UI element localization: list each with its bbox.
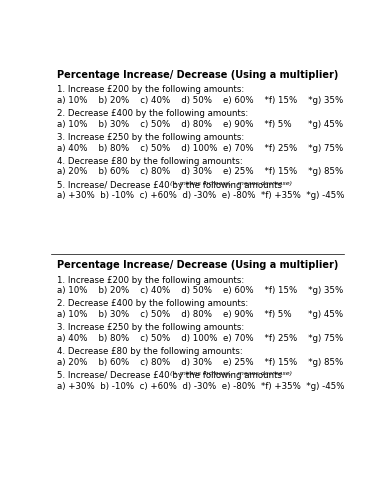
Text: 5. Increase/ Decrease £40 by the following amounts: 5. Increase/ Decrease £40 by the followi… (57, 180, 282, 190)
Text: 3. Increase £250 by the following amounts:: 3. Increase £250 by the following amount… (57, 324, 244, 332)
Text: Percentage Increase/ Decrease (Using a multiplier): Percentage Increase/ Decrease (Using a m… (57, 70, 339, 80)
Text: a) 20%    b) 60%    c) 80%    d) 30%    e) 25%    *f) 15%    *g) 85%: a) 20% b) 60% c) 80% d) 30% e) 25% *f) 1… (57, 358, 344, 367)
Text: a) 10%    b) 30%    c) 50%    d) 80%    e) 90%    *f) 5%      *g) 45%: a) 10% b) 30% c) 50% d) 80% e) 90% *f) 5… (57, 120, 344, 128)
Text: a) +30%  b) -10%  c) +60%  d) -30%  e) -80%  *f) +35%  *g) -45%: a) +30% b) -10% c) +60% d) -30% e) -80% … (57, 192, 345, 200)
Text: a) 20%    b) 60%    c) 80%    d) 30%    e) 25%    *f) 15%    *g) 85%: a) 20% b) 60% c) 80% d) 30% e) 25% *f) 1… (57, 168, 344, 176)
Text: a) +30%  b) -10%  c) +60%  d) -30%  e) -80%  *f) +35%  *g) -45%: a) +30% b) -10% c) +60% d) -30% e) -80% … (57, 382, 345, 391)
Text: 1. Increase £200 by the following amounts:: 1. Increase £200 by the following amount… (57, 85, 244, 94)
Text: Percentage Increase/ Decrease (Using a multiplier): Percentage Increase/ Decrease (Using a m… (57, 260, 339, 270)
Text: a) 10%    b) 20%    c) 40%    d) 50%    e) 60%    *f) 15%    *g) 35%: a) 10% b) 20% c) 40% d) 50% e) 60% *f) 1… (57, 96, 344, 105)
Text: a) 10%    b) 20%    c) 40%    d) 50%    e) 60%    *f) 15%    *g) 35%: a) 10% b) 20% c) 40% d) 50% e) 60% *f) 1… (57, 286, 344, 296)
Text: 2. Decrease £400 by the following amounts:: 2. Decrease £400 by the following amount… (57, 109, 249, 118)
Text: (+ means increase, - means decrease): (+ means increase, - means decrease) (168, 371, 292, 376)
Text: 4. Decrease £80 by the following amounts:: 4. Decrease £80 by the following amounts… (57, 156, 243, 166)
Text: 2. Decrease £400 by the following amounts:: 2. Decrease £400 by the following amount… (57, 300, 249, 308)
Text: a) 40%    b) 80%    c) 50%    d) 100%  e) 70%    *f) 25%    *g) 75%: a) 40% b) 80% c) 50% d) 100% e) 70% *f) … (57, 334, 344, 343)
Text: 1. Increase £200 by the following amounts:: 1. Increase £200 by the following amount… (57, 276, 244, 284)
Text: 3. Increase £250 by the following amounts:: 3. Increase £250 by the following amount… (57, 133, 244, 142)
Text: (+ means increase, - means decrease): (+ means increase, - means decrease) (168, 180, 292, 186)
Text: 5. Increase/ Decrease £40 by the following amounts: 5. Increase/ Decrease £40 by the followi… (57, 371, 282, 380)
Text: a) 10%    b) 30%    c) 50%    d) 80%    e) 90%    *f) 5%      *g) 45%: a) 10% b) 30% c) 50% d) 80% e) 90% *f) 5… (57, 310, 344, 320)
Text: a) 40%    b) 80%    c) 50%    d) 100%  e) 70%    *f) 25%    *g) 75%: a) 40% b) 80% c) 50% d) 100% e) 70% *f) … (57, 144, 344, 152)
Text: 4. Decrease £80 by the following amounts:: 4. Decrease £80 by the following amounts… (57, 347, 243, 356)
